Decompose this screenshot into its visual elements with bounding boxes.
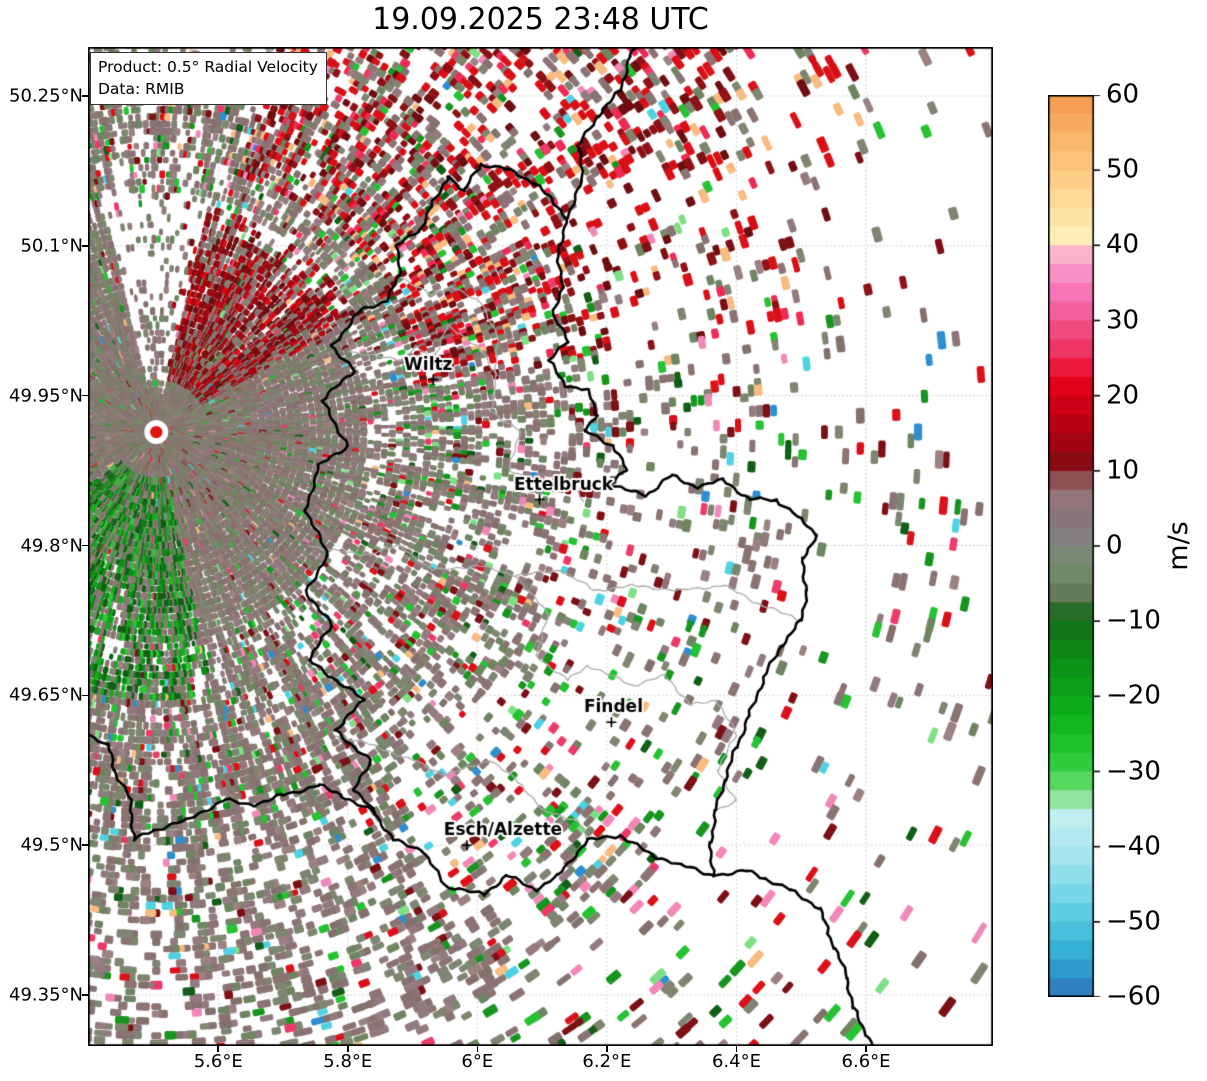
colorbar-tick-label: −40 [1106,831,1161,862]
colorbar-tick-label: 20 [1106,380,1140,411]
x-tick-mark [476,1046,479,1052]
x-tick-label: 5.8°E [323,1051,373,1072]
x-tick-label: 6.6°E [841,1051,891,1072]
x-tick-mark [606,1046,608,1052]
y-tick-mark [82,844,88,846]
x-tick-mark [346,1046,349,1052]
x-tick-label: 6.4°E [711,1051,761,1072]
x-tick-label: 6°E [461,1051,494,1072]
colorbar-tick-label: −30 [1106,755,1161,786]
x-tick-mark [217,1046,219,1052]
y-tick-label: 49.65°N [9,684,83,706]
x-tick-label: 5.6°E [193,1051,243,1072]
colorbar-tick-label: 60 [1106,79,1140,110]
y-tick-label: 49.5°N [20,834,83,856]
product-label: Product: 0.5° Radial Velocity [98,58,318,76]
data-source-label: Data: RMIB [98,80,185,98]
colorbar-tick-label: 0 [1106,530,1123,561]
y-tick-label: 49.8°N [20,535,83,556]
x-tick-mark [865,1046,867,1052]
y-tick-mark [82,394,88,397]
radar-map-canvas [88,47,993,1046]
y-tick-mark [82,694,88,697]
colorbar-tick-label: −10 [1106,605,1161,636]
page-title: 19.09.2025 23:48 UTC [372,2,709,37]
colorbar-tick-label: 10 [1106,455,1140,486]
y-tick-label: 49.35°N [9,984,83,1006]
y-tick-label: 49.95°N [9,385,83,407]
y-tick-mark [82,994,88,996]
y-tick-mark [82,245,88,247]
colorbar-tick-label: 40 [1106,229,1140,260]
colorbar [1048,95,1102,997]
product-info-box: Product: 0.5° Radial Velocity Data: RMIB [90,52,327,105]
colorbar-tick-label: −20 [1106,680,1161,711]
colorbar-tick-label: −60 [1106,981,1161,1012]
colorbar-tick-label: 50 [1106,154,1140,185]
y-tick-mark [82,544,88,547]
colorbar-tick-label: −50 [1106,906,1161,937]
x-tick-label: 6.2°E [582,1051,632,1072]
colorbar-tick-label: 30 [1106,304,1140,335]
y-tick-mark [82,95,88,97]
y-tick-label: 50.1°N [20,235,83,257]
y-tick-label: 50.25°N [9,85,83,107]
colorbar-unit-label: m/s [1162,521,1194,571]
x-tick-mark [735,1046,738,1052]
